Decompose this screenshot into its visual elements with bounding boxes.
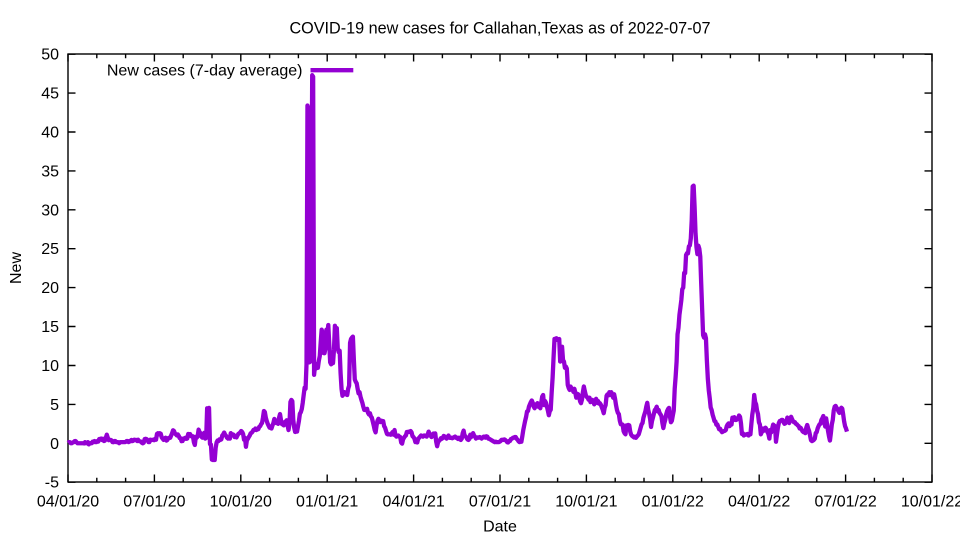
svg-text:04/01/21: 04/01/21 [382, 494, 444, 511]
svg-text:04/01/20: 04/01/20 [37, 494, 99, 511]
svg-text:10: 10 [41, 358, 59, 375]
svg-text:01/01/21: 01/01/21 [296, 494, 358, 511]
svg-text:25: 25 [41, 241, 59, 258]
svg-text:35: 35 [41, 163, 59, 180]
svg-text:50: 50 [41, 47, 59, 64]
svg-text:Date: Date [483, 519, 517, 536]
svg-text:10/01/22: 10/01/22 [901, 494, 960, 511]
svg-text:5: 5 [50, 397, 59, 414]
svg-text:15: 15 [41, 319, 59, 336]
svg-text:07/01/20: 07/01/20 [123, 494, 185, 511]
svg-text:-5: -5 [45, 475, 59, 492]
svg-text:20: 20 [41, 280, 59, 297]
svg-text:New cases (7-day average): New cases (7-day average) [107, 63, 303, 80]
svg-text:10/01/21: 10/01/21 [555, 494, 617, 511]
svg-text:COVID-19 new cases for Callaha: COVID-19 new cases for Callahan,Texas as… [289, 20, 710, 38]
svg-text:45: 45 [41, 86, 59, 103]
svg-text:07/01/22: 07/01/22 [814, 494, 876, 511]
svg-text:10/01/20: 10/01/20 [210, 494, 272, 511]
svg-text:07/01/21: 07/01/21 [469, 494, 531, 511]
svg-text:30: 30 [41, 202, 59, 219]
svg-text:40: 40 [41, 125, 59, 142]
svg-text:New: New [8, 252, 25, 284]
svg-text:0: 0 [50, 436, 59, 453]
svg-text:04/01/22: 04/01/22 [728, 494, 790, 511]
svg-text:01/01/22: 01/01/22 [642, 494, 704, 511]
